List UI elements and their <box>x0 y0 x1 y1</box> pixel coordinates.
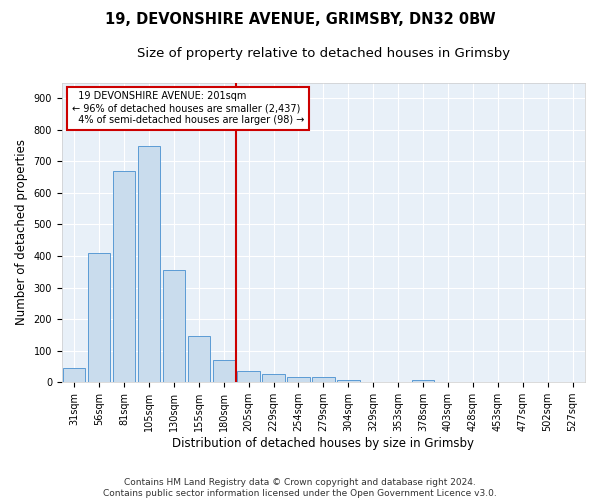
Bar <box>63 368 85 382</box>
Bar <box>287 378 310 382</box>
Bar <box>212 360 235 382</box>
Bar <box>138 146 160 382</box>
Text: 19 DEVONSHIRE AVENUE: 201sqm
← 96% of detached houses are smaller (2,437)
  4% o: 19 DEVONSHIRE AVENUE: 201sqm ← 96% of de… <box>72 92 305 124</box>
Bar <box>262 374 285 382</box>
Bar <box>188 336 210 382</box>
Title: Size of property relative to detached houses in Grimsby: Size of property relative to detached ho… <box>137 48 510 60</box>
Text: Contains HM Land Registry data © Crown copyright and database right 2024.
Contai: Contains HM Land Registry data © Crown c… <box>103 478 497 498</box>
Bar <box>337 380 359 382</box>
Bar <box>113 172 135 382</box>
Bar <box>163 270 185 382</box>
Text: 19, DEVONSHIRE AVENUE, GRIMSBY, DN32 0BW: 19, DEVONSHIRE AVENUE, GRIMSBY, DN32 0BW <box>104 12 496 28</box>
Bar <box>88 253 110 382</box>
X-axis label: Distribution of detached houses by size in Grimsby: Distribution of detached houses by size … <box>172 437 475 450</box>
Bar <box>412 380 434 382</box>
Bar <box>312 378 335 382</box>
Bar <box>238 371 260 382</box>
Y-axis label: Number of detached properties: Number of detached properties <box>15 140 28 326</box>
